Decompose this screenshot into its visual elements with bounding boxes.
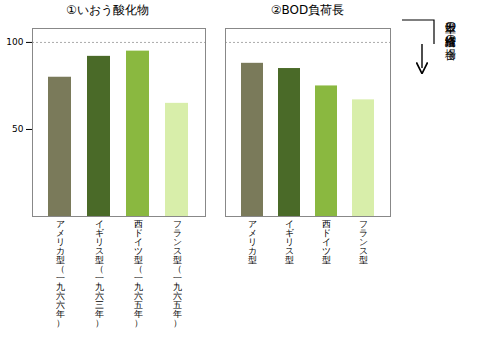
svg-text:フランス型（一九六五年）: フランス型（一九六五年） xyxy=(173,219,182,328)
svg-text:イギリス型: イギリス型 xyxy=(285,219,294,265)
html-text:日本型の経済構造の場合: 日本型の経済構造の場合 xyxy=(444,14,458,40)
svg-text:アメリカ型（一九六六年）: アメリカ型（一九六六年） xyxy=(56,219,65,328)
html-text:①いおう酸化物: ①いおう酸化物 xyxy=(66,3,149,17)
html-text:②BOD負荷長: ②BOD負荷長 xyxy=(270,3,345,17)
svg-text:50: 50 xyxy=(12,124,24,134)
svg-text:アメリカ型: アメリカ型 xyxy=(248,219,257,265)
svg-text:フランス型: フランス型 xyxy=(359,219,368,265)
svg-text:西ドイツ型（一九六五年）: 西ドイツ型（一九六五年） xyxy=(134,219,143,328)
svg-text:イギリス型（一九六三年）: イギリス型（一九六三年） xyxy=(95,219,104,328)
svg-text:西ドイツ型: 西ドイツ型 xyxy=(322,219,331,265)
svg-text:100: 100 xyxy=(6,37,23,47)
